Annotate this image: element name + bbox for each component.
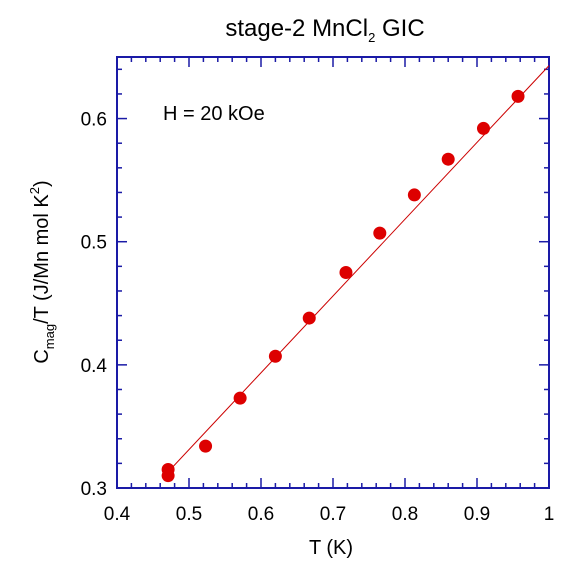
data-point [476, 121, 490, 135]
y-tick-label: 0.6 [81, 110, 107, 131]
y-tick-label: 0.4 [81, 356, 108, 377]
data-point [441, 152, 455, 166]
plot-area: 0.4 0.5 0.6 0.7 0.8 0.9 1 0.3 0.4 0.5 0.6 [81, 56, 555, 525]
y-axis-label: Cmag/T (J/Mn mol K2) [27, 180, 57, 363]
data-point [339, 266, 353, 279]
data-point [511, 89, 525, 103]
data-point [373, 226, 387, 240]
x-tick-label: 0.9 [464, 504, 490, 525]
x-tick-label: 0.6 [248, 504, 274, 525]
data-point [233, 391, 247, 405]
x-axis-label: T (K) [309, 537, 353, 559]
x-tick-label: 0.7 [320, 504, 346, 525]
x-tick-label: 0.4 [104, 504, 131, 525]
chart-title: stage-2 MnCl2 GIC [225, 15, 424, 45]
data-point [302, 311, 316, 325]
data-point [199, 439, 213, 453]
x-tick-label: 0.5 [176, 504, 202, 525]
annotation-text: H = 20 kOe [163, 103, 265, 125]
x-tick-label: 1 [544, 504, 555, 525]
data-point [268, 349, 282, 363]
fit-line [167, 65, 550, 473]
data-point [407, 188, 421, 202]
y-tick-label: 0.5 [81, 233, 107, 254]
x-tick-label: 0.8 [392, 504, 418, 525]
y-tick-label: 0.3 [81, 479, 107, 500]
data-point [161, 469, 175, 483]
